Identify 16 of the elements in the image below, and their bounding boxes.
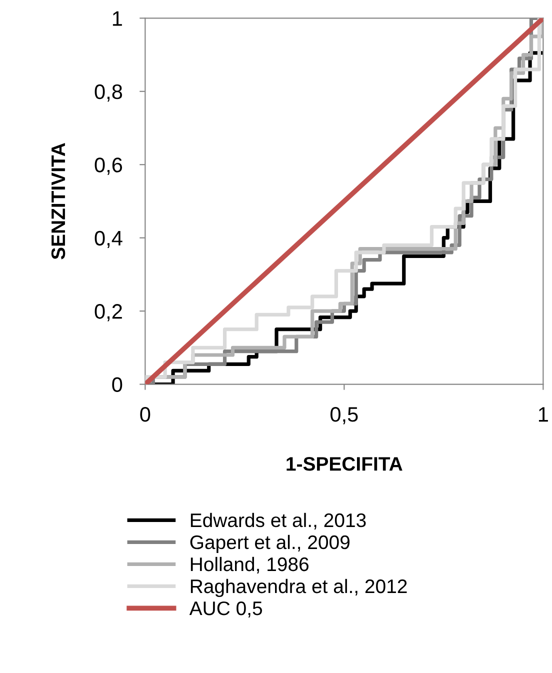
- legend-label: Raghavendra et al., 2012: [190, 578, 407, 598]
- y-tick-label: 1: [112, 11, 122, 26]
- x-tick-label: 0: [140, 407, 150, 422]
- x-tick-label: 0,5: [330, 407, 358, 424]
- y-tick-label: 0: [112, 377, 122, 392]
- y-axis-title: SENZITIVITA: [51, 143, 66, 260]
- y-tick-label: 0,8: [94, 84, 122, 102]
- legend-label: Edwards et al., 2013: [190, 512, 366, 530]
- x-tick-label: 1: [538, 407, 548, 422]
- x-axis-title: 1-SPECIFITA: [286, 456, 402, 471]
- legend-label: Gapert et al., 2009: [190, 534, 350, 554]
- y-tick-label: 0,4: [94, 230, 122, 248]
- y-tick-label: 0,2: [94, 304, 122, 322]
- y-tick-label: 0,6: [94, 158, 122, 175]
- legend-label: AUC 0,5: [189, 601, 262, 618]
- legend-label: Holland, 1986: [190, 556, 308, 574]
